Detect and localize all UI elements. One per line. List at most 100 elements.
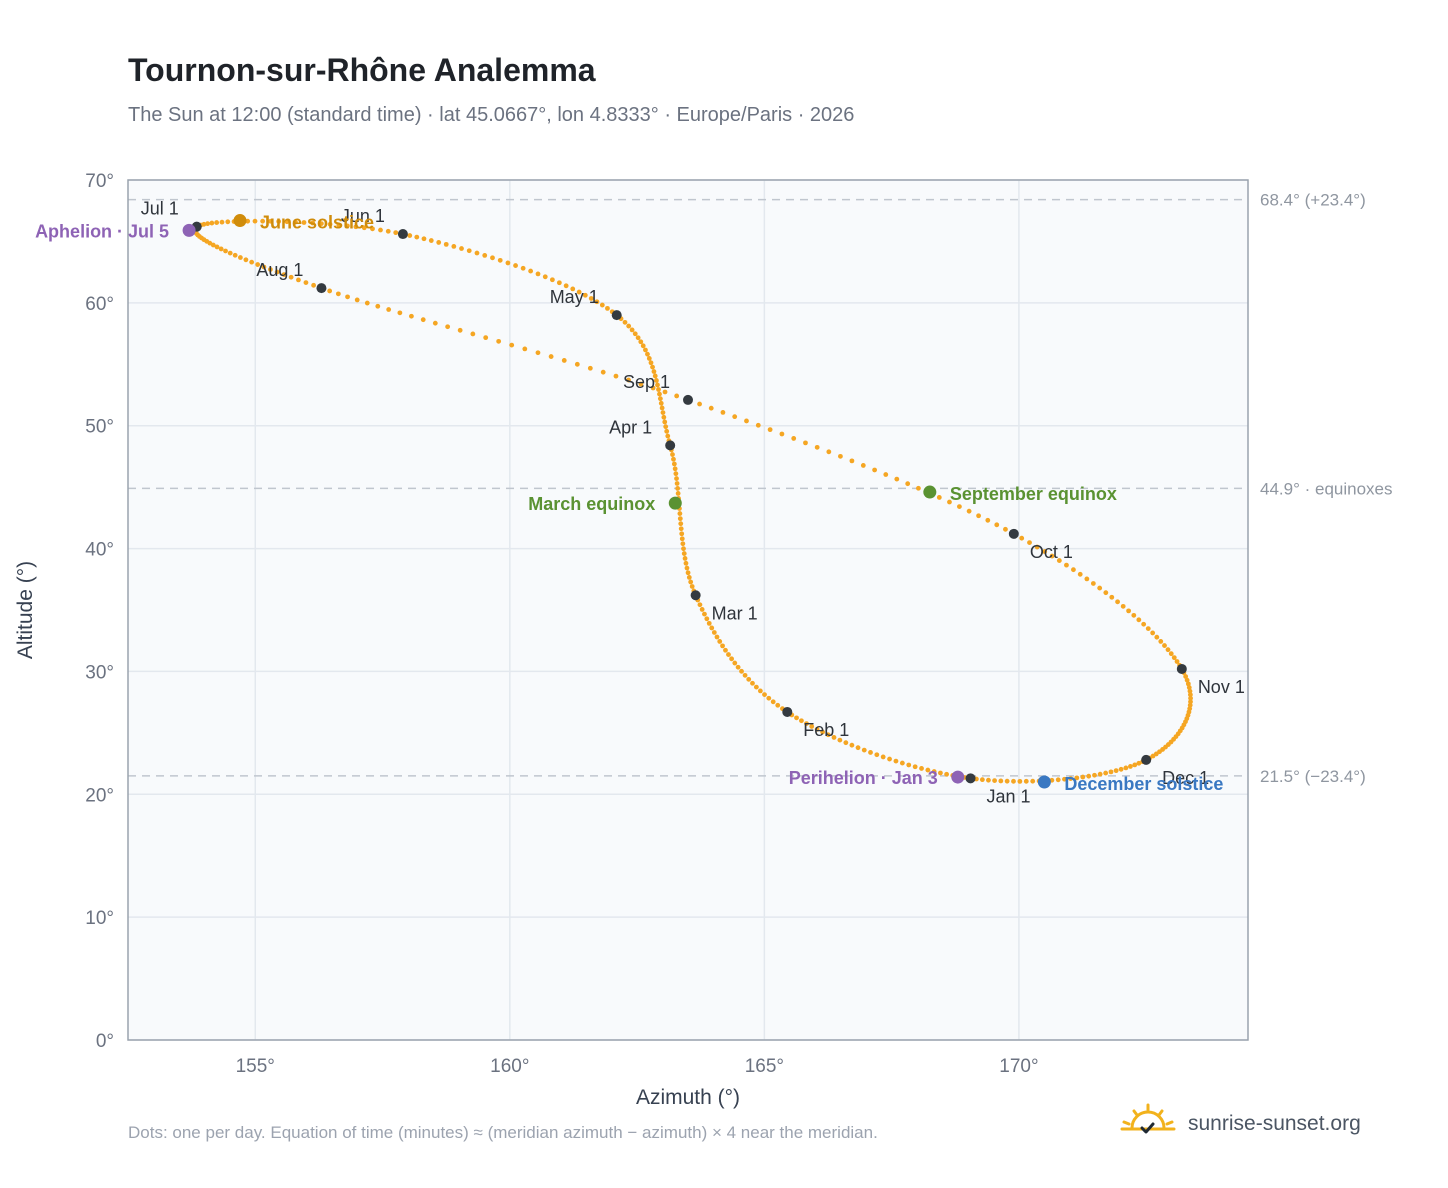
daily-sun-dot bbox=[717, 639, 723, 644]
daily-sun-dot bbox=[887, 756, 892, 762]
daily-sun-dot bbox=[648, 360, 654, 366]
daily-sun-dot bbox=[214, 244, 220, 250]
daily-sun-dot bbox=[268, 218, 273, 224]
daily-sun-dot bbox=[985, 517, 991, 523]
month-marker bbox=[1008, 528, 1019, 539]
daily-sun-dot bbox=[1109, 594, 1115, 600]
daily-sun-dot bbox=[255, 262, 261, 267]
daily-sun-dot bbox=[1030, 778, 1036, 784]
daily-sun-dot bbox=[1097, 771, 1103, 777]
daily-sun-dot bbox=[345, 294, 350, 300]
daily-sun-dot bbox=[681, 546, 686, 552]
daily-sun-dot bbox=[1090, 581, 1096, 586]
month-marker bbox=[611, 310, 622, 321]
daily-sun-dot bbox=[1145, 626, 1151, 632]
daily-sun-dot bbox=[1049, 553, 1055, 559]
daily-sun-dot bbox=[470, 331, 476, 337]
daily-sun-dot bbox=[689, 584, 695, 589]
daily-sun-dot bbox=[407, 233, 413, 238]
daily-sun-dot bbox=[670, 452, 675, 457]
daily-sun-dot bbox=[428, 238, 434, 243]
daily-sun-dot bbox=[1023, 778, 1029, 784]
event-marker bbox=[182, 223, 196, 237]
daily-sun-dot bbox=[600, 369, 606, 375]
daily-sun-dot bbox=[542, 274, 548, 280]
daily-sun-dot bbox=[762, 692, 767, 697]
daily-sun-dot bbox=[214, 220, 220, 225]
daily-sun-dot bbox=[209, 220, 215, 226]
daily-sun-dot bbox=[658, 400, 664, 406]
event-marker bbox=[1037, 775, 1051, 789]
daily-sun-dot bbox=[1150, 630, 1156, 636]
daily-sun-dot bbox=[451, 244, 457, 249]
reference-line-label: 44.9° · equinoxes bbox=[1260, 479, 1393, 498]
daily-sun-dot bbox=[905, 481, 911, 487]
daily-sun-dot bbox=[632, 331, 638, 337]
daily-sun-dot bbox=[1165, 647, 1171, 653]
daily-sun-dot bbox=[626, 377, 631, 383]
event-marker bbox=[951, 770, 965, 784]
daily-sun-dot bbox=[697, 401, 702, 407]
daily-sun-dot bbox=[1092, 772, 1097, 778]
daily-sun-dot bbox=[549, 277, 555, 283]
daily-sun-dot bbox=[874, 752, 880, 758]
daily-sun-dot bbox=[1003, 526, 1008, 532]
daily-sun-dot bbox=[587, 365, 593, 371]
daily-sun-dot bbox=[652, 373, 658, 379]
daily-sun-dot bbox=[868, 750, 873, 755]
y-tick-label: 30° bbox=[85, 662, 114, 683]
daily-sun-dot bbox=[1019, 535, 1025, 541]
daily-sun-dot bbox=[1064, 562, 1069, 568]
daily-sun-dot bbox=[393, 230, 399, 236]
daily-sun-dot bbox=[957, 504, 962, 510]
daily-sun-dot bbox=[210, 242, 216, 248]
event-marker bbox=[233, 214, 247, 228]
daily-sun-dot bbox=[1186, 685, 1192, 690]
daily-sun-dot bbox=[711, 630, 717, 635]
daily-sun-dot bbox=[1188, 695, 1193, 701]
daily-sun-dot bbox=[548, 354, 554, 359]
daily-sun-dot bbox=[912, 764, 918, 770]
daily-sun-dot bbox=[662, 389, 668, 395]
daily-sun-dot bbox=[466, 248, 472, 254]
daily-sun-dot bbox=[674, 481, 680, 486]
daily-sun-dot bbox=[986, 777, 991, 783]
daily-sun-dot bbox=[1017, 778, 1023, 784]
daily-sun-dot bbox=[496, 338, 502, 344]
daily-sun-dot bbox=[697, 602, 703, 608]
daily-sun-dot bbox=[646, 356, 652, 361]
daily-sun-dot bbox=[626, 323, 632, 329]
daily-sun-dot bbox=[680, 541, 686, 547]
daily-sun-dot bbox=[662, 419, 668, 425]
daily-sun-dot bbox=[732, 660, 738, 666]
daily-sun-dot bbox=[574, 361, 580, 367]
daily-sun-dot bbox=[613, 373, 619, 379]
daily-sun-dot bbox=[1123, 765, 1129, 771]
daily-sun-dot bbox=[1077, 571, 1083, 577]
x-tick-label: 160° bbox=[490, 1056, 529, 1077]
daily-sun-dot bbox=[706, 620, 712, 626]
daily-sun-dot bbox=[474, 250, 480, 256]
daily-sun-dot bbox=[1131, 612, 1137, 618]
month-markers: Jan 1 Feb 1 Mar 1 Apr 1 May 1 Jun 1 Jul 1 Aug 1… bbox=[141, 199, 1245, 807]
daily-sun-dot bbox=[421, 236, 427, 242]
y-axis-title: Altitude (°) bbox=[14, 561, 37, 659]
daily-sun-dot bbox=[675, 486, 681, 491]
daily-sun-dot bbox=[490, 255, 495, 261]
daily-sun-dot bbox=[657, 391, 662, 397]
event-label: Aphelion · Jul 5 bbox=[35, 221, 169, 241]
daily-sun-dot bbox=[775, 702, 781, 708]
daily-sun-dot bbox=[1174, 659, 1180, 664]
daily-sun-dot bbox=[657, 396, 663, 402]
daily-sun-dot bbox=[1115, 599, 1120, 605]
daily-sun-dot bbox=[1097, 585, 1103, 591]
daily-sun-dot bbox=[276, 219, 282, 224]
daily-sun-dot bbox=[1136, 760, 1142, 766]
daily-sun-dot bbox=[742, 672, 748, 678]
plot-area bbox=[128, 180, 1248, 1040]
daily-sun-dot bbox=[261, 264, 267, 270]
daily-sun-dot bbox=[219, 219, 225, 225]
brand[interactable]: sunrise-sunset.org bbox=[1120, 1103, 1361, 1144]
daily-sun-dot bbox=[457, 327, 463, 333]
event-markers: June solstice Aphelion · Jul 5 March equin… bbox=[35, 213, 1223, 794]
